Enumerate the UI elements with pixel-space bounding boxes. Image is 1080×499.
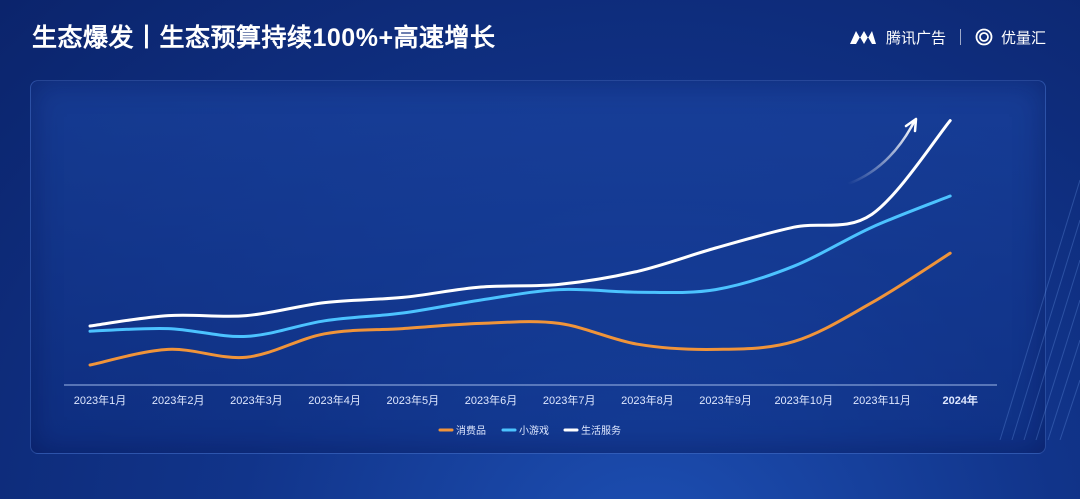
tencent-ads-logo-icon xyxy=(849,31,876,44)
x-tick-label: 2023年5月 xyxy=(387,393,440,407)
brand-primary-label: 腾讯广告 xyxy=(885,29,946,47)
chart-legend: 消费品 小游戏 生活服务 xyxy=(438,424,621,437)
series-line-2 xyxy=(88,119,952,328)
legend-label: 生活服务 xyxy=(581,424,621,437)
x-tick-label: 2023年3月 xyxy=(230,393,283,407)
x-tick-label: 2023年2月 xyxy=(152,393,205,407)
page-title: 生态爆发丨生态预算持续100%+高速增长 xyxy=(32,24,496,52)
brand-divider xyxy=(959,29,961,45)
x-tick-label: 2023年4月 xyxy=(308,393,361,407)
youlianghui-logo-icon xyxy=(975,28,993,46)
growth-arrow-icon xyxy=(846,117,918,186)
legend-label: 消费品 xyxy=(456,424,486,437)
brand-logos: 腾讯广告 优量汇 xyxy=(848,24,1046,50)
x-tick-label: 2024年 xyxy=(942,393,977,407)
x-tick-label: 2023年11月 xyxy=(853,393,911,407)
x-tick-label: 2023年1月 xyxy=(74,393,127,407)
series-layer xyxy=(88,119,952,367)
series-line-0 xyxy=(88,251,952,367)
legend-label: 小游戏 xyxy=(519,424,549,437)
chart-panel xyxy=(30,80,1046,454)
series-line-1 xyxy=(88,194,952,339)
x-tick-label: 2023年8月 xyxy=(621,393,674,407)
x-tick-label: 2023年9月 xyxy=(699,393,752,407)
x-tick-label: 2023年10月 xyxy=(774,393,833,407)
decorative-stripes xyxy=(999,179,1080,440)
brand-secondary-label: 优量汇 xyxy=(1000,29,1046,47)
x-tick-label: 2023年7月 xyxy=(543,393,596,407)
x-tick-labels: 2023年1月 2023年2月 2023年3月 2023年4月 2023年5月 2023年… xyxy=(74,393,978,407)
x-tick-label: 2023年6月 xyxy=(465,393,518,407)
